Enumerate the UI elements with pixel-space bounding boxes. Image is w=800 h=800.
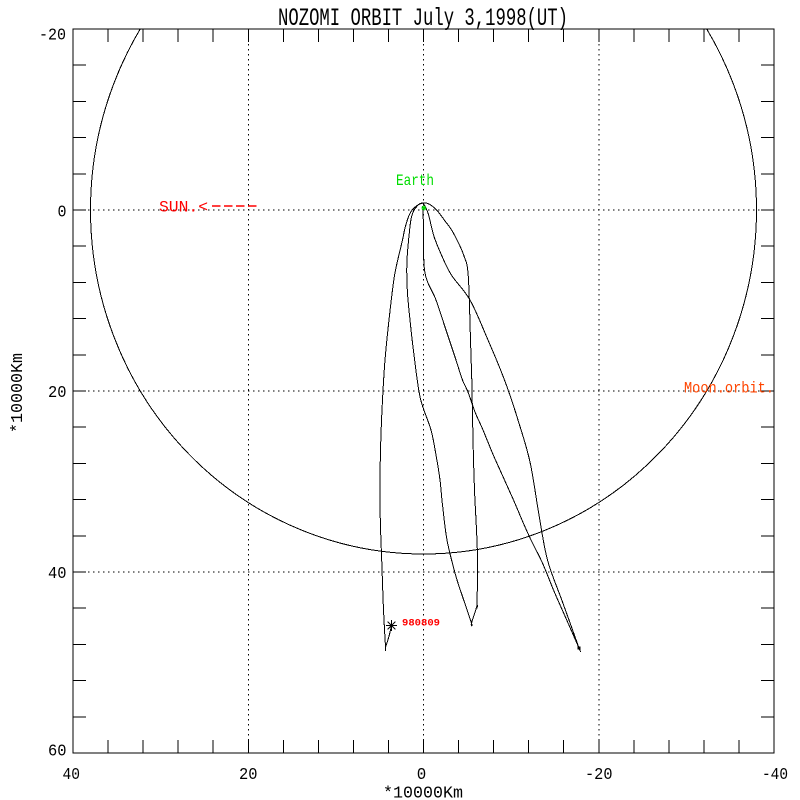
svg-text:-20: -20 (39, 27, 66, 46)
svg-text:980809: 980809 (402, 618, 440, 630)
svg-text:60: 60 (48, 743, 67, 762)
svg-text:SUN.<: SUN.< (159, 199, 208, 217)
svg-text:Earth: Earth (396, 172, 434, 190)
svg-text:*10000Km: *10000Km (9, 353, 28, 433)
svg-text:*10000Km: *10000Km (383, 785, 463, 800)
svg-text:0: 0 (58, 204, 67, 223)
svg-text:NOZOMI ORBIT July 3,1998(UT): NOZOMI ORBIT July 3,1998(UT) (278, 4, 568, 33)
svg-text:Moon.orbit.: Moon.orbit. (684, 380, 774, 398)
svg-text:40: 40 (63, 766, 81, 785)
svg-text:20: 20 (239, 766, 258, 785)
svg-text:0: 0 (417, 766, 427, 785)
svg-text:-20: -20 (585, 766, 613, 785)
svg-text:20: 20 (48, 384, 67, 403)
svg-text:-40: -40 (762, 766, 788, 785)
svg-text:40: 40 (48, 565, 67, 584)
